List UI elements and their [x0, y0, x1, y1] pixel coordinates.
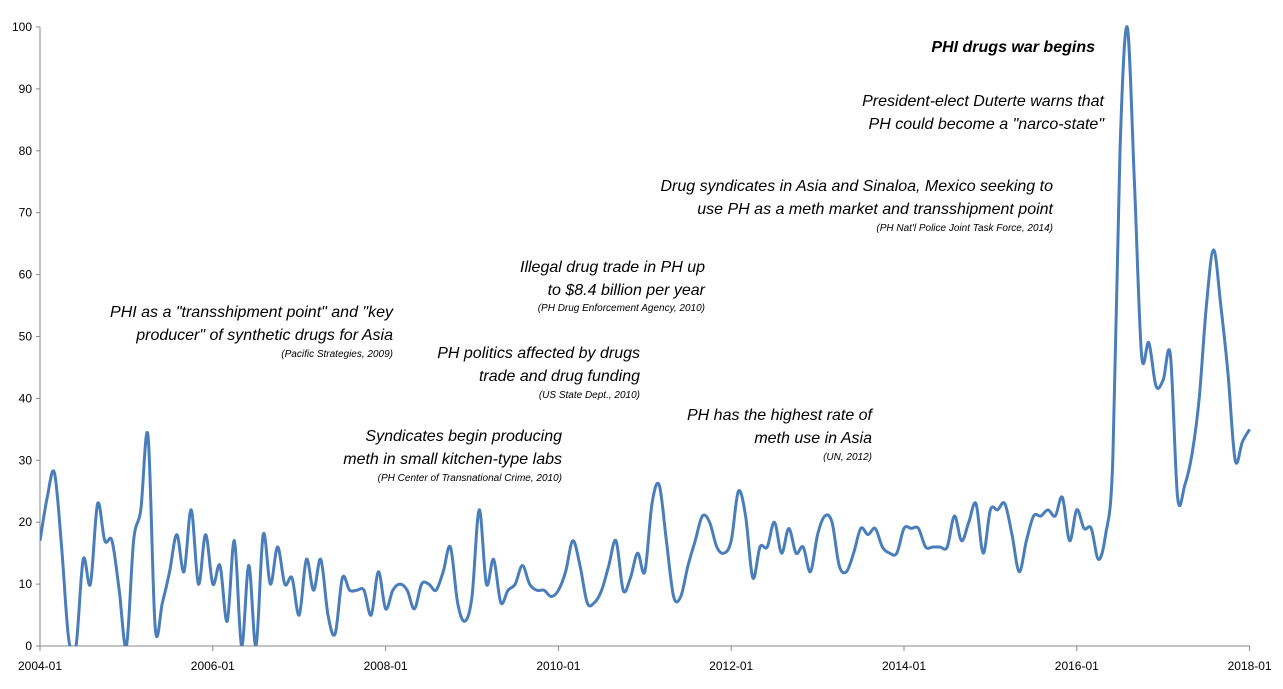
x-tick-label: 2010-01: [536, 659, 580, 673]
annotation: meth use in Asia: [754, 430, 872, 447]
x-tick-label: 2014-01: [882, 659, 926, 673]
annotation-source: (PH Drug Enforcement Agency, 2010): [538, 303, 705, 314]
annotation-source: (UN, 2012): [823, 452, 872, 463]
annotation: PHI as a "transshipment point" and "key: [110, 304, 394, 321]
annotation: President-elect Duterte warns that: [862, 93, 1104, 110]
annotation: producer" of synthetic drugs for Asia: [135, 327, 393, 344]
y-tick-label: 70: [19, 206, 33, 220]
annotation: PH has the highest rate of: [687, 407, 874, 424]
x-tick-label: 2018-01: [1228, 659, 1272, 673]
annotation: trade and drug funding: [479, 368, 640, 385]
x-tick-label: 2012-01: [709, 659, 753, 673]
annotation: meth in small kitchen-type labs: [343, 451, 562, 468]
y-tick-label: 0: [25, 639, 32, 653]
y-tick-label: 60: [19, 268, 33, 282]
annotation: Syndicates begin producing: [365, 428, 562, 445]
annotation: PHI drugs war begins: [931, 39, 1095, 56]
y-tick-label: 10: [19, 577, 33, 591]
x-tick-label: 2016-01: [1055, 659, 1099, 673]
annotation: to $8.4 billion per year: [548, 282, 706, 299]
x-tick-label: 2008-01: [364, 659, 408, 673]
annotation: Drug syndicates in Asia and Sinaloa, Mex…: [660, 178, 1053, 195]
annotation: Illegal drug trade in PH up: [520, 259, 705, 276]
y-tick-label: 80: [19, 144, 33, 158]
y-tick-label: 40: [19, 391, 33, 405]
annotation: PH could become a "narco-state": [869, 116, 1106, 133]
annotation-source: (PH Nat'l Police Joint Task Force, 2014): [876, 223, 1053, 234]
y-tick-label: 90: [19, 82, 33, 96]
y-tick-label: 30: [19, 453, 33, 467]
annotation-source: (PH Center of Transnational Crime, 2010): [378, 473, 562, 484]
y-tick-label: 100: [12, 20, 32, 34]
x-tick-label: 2004-01: [18, 659, 62, 673]
annotation-source: (Pacific Strategies, 2009): [281, 349, 393, 360]
x-tick-label: 2006-01: [191, 659, 235, 673]
data-line: [40, 25, 1251, 646]
annotation: PH politics affected by drugs: [437, 345, 640, 362]
y-tick-label: 50: [19, 330, 33, 344]
annotation: use PH as a meth market and transshipmen…: [697, 201, 1053, 218]
y-tick-label: 20: [19, 515, 33, 529]
annotation-source: (US State Dept., 2010): [539, 390, 640, 401]
